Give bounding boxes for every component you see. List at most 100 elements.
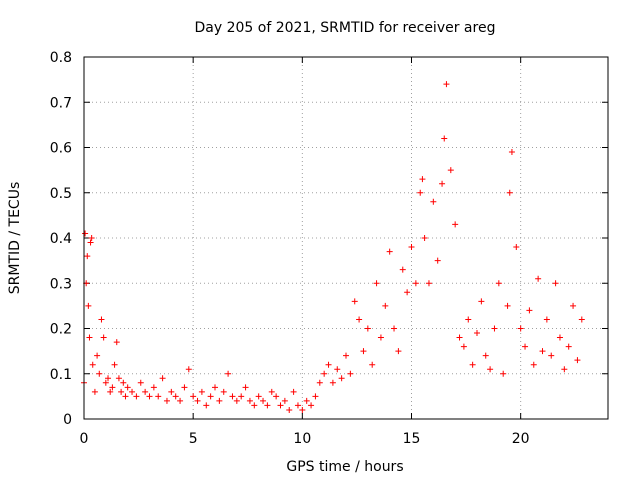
data-point xyxy=(203,402,210,409)
data-point xyxy=(124,384,131,391)
data-point xyxy=(373,280,380,287)
data-point xyxy=(155,393,162,400)
data-point xyxy=(325,361,332,368)
data-point xyxy=(419,176,426,183)
data-point xyxy=(115,375,122,382)
y-tick-label: 0.2 xyxy=(50,322,72,338)
data-point xyxy=(242,384,249,391)
data-point xyxy=(482,352,489,359)
data-point xyxy=(100,334,107,341)
data-point xyxy=(98,316,105,323)
data-point xyxy=(107,388,114,395)
data-point xyxy=(96,370,103,377)
data-point xyxy=(543,316,550,323)
data-point xyxy=(181,384,188,391)
x-tick-label: 20 xyxy=(512,431,530,447)
data-point xyxy=(129,388,136,395)
data-point xyxy=(334,366,341,373)
data-point xyxy=(421,235,428,241)
y-tick-label: 0.8 xyxy=(50,50,72,66)
data-point xyxy=(356,316,363,323)
data-point xyxy=(517,325,524,332)
data-point xyxy=(88,235,95,241)
data-points xyxy=(81,81,585,413)
data-point xyxy=(113,339,120,346)
data-point xyxy=(238,393,245,400)
data-point xyxy=(430,198,437,205)
data-point xyxy=(255,393,262,400)
data-point xyxy=(439,180,446,187)
data-point xyxy=(233,397,240,404)
data-point xyxy=(530,361,537,368)
data-point xyxy=(508,149,515,156)
x-tick-label: 5 xyxy=(189,431,198,447)
data-point xyxy=(102,379,109,386)
data-point xyxy=(460,343,467,350)
data-point xyxy=(570,302,577,309)
data-point xyxy=(260,397,267,404)
data-point xyxy=(316,379,323,386)
data-point xyxy=(504,302,511,309)
data-point xyxy=(198,388,205,395)
data-point xyxy=(137,379,144,386)
data-point xyxy=(142,388,149,395)
x-tick-label: 15 xyxy=(403,431,421,447)
data-point xyxy=(369,361,376,368)
data-point xyxy=(474,330,480,337)
y-tick-label: 0.7 xyxy=(50,95,72,111)
chart-title: Day 205 of 2021, SRMTID for receiver are… xyxy=(195,20,496,36)
data-point xyxy=(506,189,513,196)
data-point xyxy=(207,393,214,400)
data-point xyxy=(395,348,402,355)
data-point xyxy=(89,361,96,368)
data-point xyxy=(552,280,559,287)
data-point xyxy=(290,388,297,395)
data-point xyxy=(120,379,127,386)
data-point xyxy=(404,289,411,296)
data-point xyxy=(251,402,258,409)
x-axis-label: GPS time / hours xyxy=(286,459,403,475)
data-point xyxy=(105,375,112,382)
y-tick-label: 0 xyxy=(63,412,72,428)
data-point xyxy=(500,370,507,377)
data-point xyxy=(491,325,498,332)
data-point xyxy=(434,257,441,264)
data-point xyxy=(469,361,476,368)
data-point xyxy=(364,325,371,332)
data-point xyxy=(299,406,306,413)
data-point xyxy=(94,352,101,359)
data-point xyxy=(229,393,236,400)
data-point xyxy=(391,325,398,332)
data-point xyxy=(535,275,542,282)
data-point xyxy=(172,393,179,400)
data-point xyxy=(548,352,555,359)
data-point xyxy=(487,366,494,373)
data-point xyxy=(177,397,184,404)
data-point xyxy=(443,81,450,88)
y-tick-label: 0.3 xyxy=(50,276,72,292)
data-point xyxy=(294,402,301,409)
data-point xyxy=(441,135,448,142)
data-point xyxy=(377,334,384,341)
data-point xyxy=(465,316,472,323)
data-point xyxy=(312,393,319,400)
data-point xyxy=(109,384,116,391)
data-point xyxy=(84,253,91,260)
data-point xyxy=(574,357,581,364)
data-point xyxy=(417,189,424,196)
data-point xyxy=(425,280,432,287)
data-point xyxy=(91,388,98,395)
data-point xyxy=(133,393,140,400)
data-point xyxy=(273,393,280,400)
data-point xyxy=(526,307,533,314)
data-point xyxy=(85,302,92,309)
data-point xyxy=(225,370,232,377)
data-point xyxy=(412,280,419,287)
data-point xyxy=(286,406,293,413)
data-point xyxy=(556,334,563,341)
data-point xyxy=(163,397,170,404)
data-point xyxy=(452,221,459,228)
data-point xyxy=(216,397,223,404)
axis-ticks xyxy=(83,56,608,420)
